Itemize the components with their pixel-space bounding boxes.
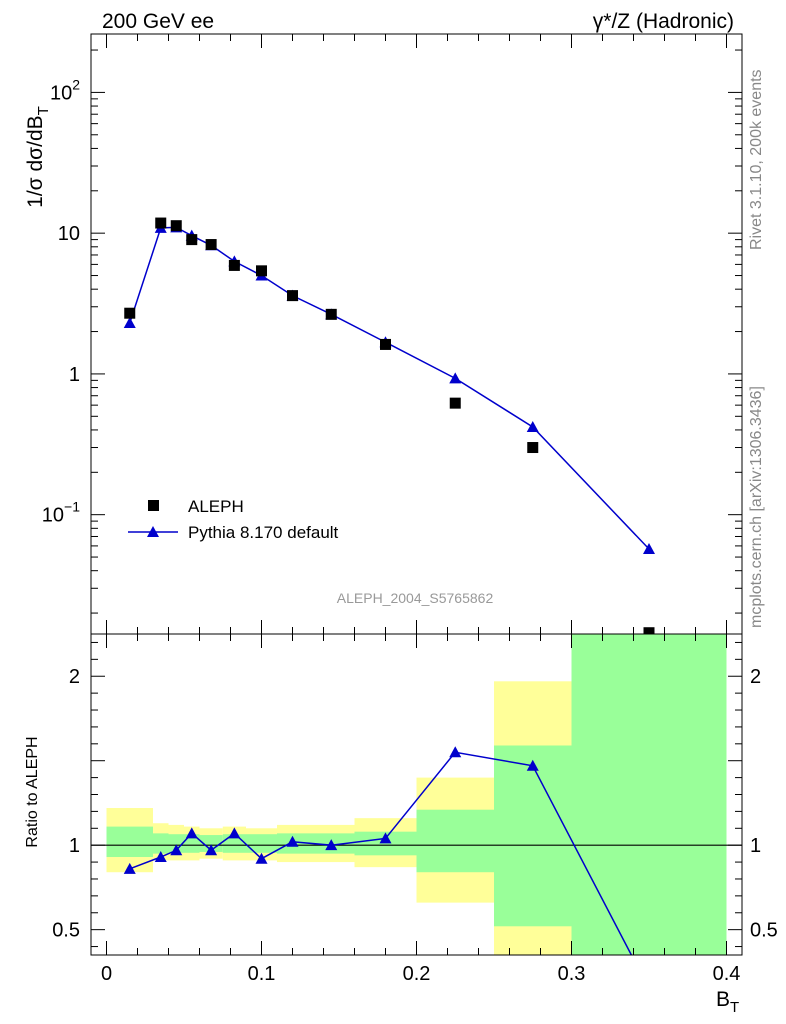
y-tick-label-ratio-left: 0.5 bbox=[52, 920, 80, 942]
aleph-point bbox=[325, 308, 337, 320]
y-tick-label-ratio-right: 1 bbox=[750, 835, 761, 857]
ratio-y-axis-label: Ratio to ALEPH bbox=[24, 736, 41, 847]
y-tick-label-main: 102 bbox=[50, 76, 80, 104]
analysis-label: ALEPH_2004_S5765862 bbox=[337, 590, 494, 606]
aleph-point bbox=[205, 239, 217, 251]
x-tick-label: 0.3 bbox=[558, 963, 586, 985]
aleph-point bbox=[228, 259, 240, 271]
x-tick-label: 0.2 bbox=[403, 963, 431, 985]
ratio-pythia-point bbox=[286, 835, 299, 847]
pythia-point bbox=[123, 317, 136, 329]
y-tick-label-ratio-right: 2 bbox=[750, 666, 761, 688]
ratio-uncertainty-bands bbox=[91, 634, 742, 955]
y-tick-label-base: 1 bbox=[69, 364, 80, 386]
legend-label-pythia: Pythia 8.170 default bbox=[188, 523, 339, 542]
ratio-band-inner bbox=[354, 831, 417, 856]
ratio-pythia-point bbox=[449, 746, 462, 758]
y-tick-label-base: 10 bbox=[42, 505, 64, 527]
ratio-pythia-point bbox=[154, 851, 167, 863]
side-label-mcplots: mcplots.cern.ch [arXiv:1306.3436] bbox=[748, 386, 765, 628]
x-axis-label: BT bbox=[716, 988, 739, 1016]
ratio-band-inner bbox=[106, 826, 153, 858]
x-axis-ticks: 0 0.1 0.2 0.3 0.4 bbox=[101, 963, 740, 985]
pythia-point bbox=[643, 543, 655, 555]
ratio-band-inner bbox=[168, 834, 184, 853]
aleph-point bbox=[380, 338, 391, 350]
legend-marker-pythia bbox=[147, 526, 159, 537]
x-tick-label: 0 bbox=[101, 963, 112, 985]
aleph-point bbox=[527, 442, 539, 454]
aleph-point bbox=[256, 265, 267, 277]
aleph-point bbox=[155, 217, 167, 229]
ratio-pythia-point bbox=[325, 839, 338, 851]
ratio-band-inner bbox=[494, 745, 572, 927]
ratio-series-clipped bbox=[123, 746, 655, 994]
y-tick-label-ratio-left: 2 bbox=[69, 666, 80, 688]
y-tick-label-base: 10 bbox=[58, 223, 80, 245]
legend-label-aleph: ALEPH bbox=[188, 497, 244, 516]
aleph-point bbox=[643, 627, 655, 639]
ratio-band-inner bbox=[184, 834, 200, 853]
ratio-series-layer bbox=[123, 746, 655, 994]
aleph-point bbox=[287, 290, 298, 302]
y-tick-label-exponent: 2 bbox=[72, 76, 80, 92]
ratio-pythia-point bbox=[205, 844, 218, 856]
ratio-band-inner bbox=[199, 835, 223, 852]
header-right-label: γ*/Z (Hadronic) bbox=[593, 10, 734, 33]
pythia-point bbox=[526, 420, 539, 432]
x-tick-label: 0.1 bbox=[248, 963, 276, 985]
aleph-point bbox=[170, 220, 182, 232]
ratio-plot-frame bbox=[90, 633, 743, 956]
pythia-point bbox=[449, 372, 462, 384]
y-tick-label-main: 10−1 bbox=[42, 499, 80, 527]
ratio-pythia-point bbox=[643, 983, 655, 994]
y-tick-label-ratio-right: 0.5 bbox=[750, 920, 778, 942]
ratio-band-inner bbox=[571, 634, 727, 955]
ratio-axis-ticks: 0.5 0.5 1 1 2 2 bbox=[52, 634, 778, 955]
ratio-pythia-point bbox=[255, 852, 268, 864]
ratio-pythia-point bbox=[185, 827, 198, 839]
ratio-plot-panel: 0.5 0.5 1 1 2 2 Ratio to ALEPH bbox=[24, 633, 778, 994]
ratio-band-inner bbox=[153, 833, 169, 854]
ratio-pythia-point bbox=[379, 832, 392, 844]
ratio-band-inner bbox=[246, 834, 277, 853]
main-series-layer bbox=[123, 217, 655, 639]
aleph-point bbox=[449, 397, 461, 409]
header-left-label: 200 GeV ee bbox=[102, 10, 214, 33]
main-y-axis-label: 1/σ dσ/dBT bbox=[24, 106, 52, 208]
y-tick-label-main: 10 bbox=[58, 223, 80, 245]
ratio-pythia-point bbox=[170, 844, 183, 856]
ratio-band-inner bbox=[416, 809, 494, 873]
legend: ALEPH Pythia 8.170 default bbox=[128, 497, 339, 542]
y-tick-label-main: 1 bbox=[69, 364, 80, 386]
side-label-rivet: Rivet 3.1.10, 200k events bbox=[748, 69, 765, 250]
aleph-point bbox=[124, 307, 136, 319]
x-tick-label: 0.4 bbox=[713, 963, 741, 985]
legend-marker-aleph bbox=[148, 500, 159, 511]
aleph-point bbox=[186, 234, 198, 246]
ratio-pythia-point bbox=[123, 862, 136, 874]
y-tick-label-base: 10 bbox=[50, 82, 72, 104]
y-tick-label-ratio-left: 1 bbox=[69, 835, 80, 857]
y-tick-label-exponent: −1 bbox=[64, 499, 80, 515]
ratio-pythia-point bbox=[526, 759, 539, 771]
ratio-pythia-point bbox=[228, 827, 241, 839]
